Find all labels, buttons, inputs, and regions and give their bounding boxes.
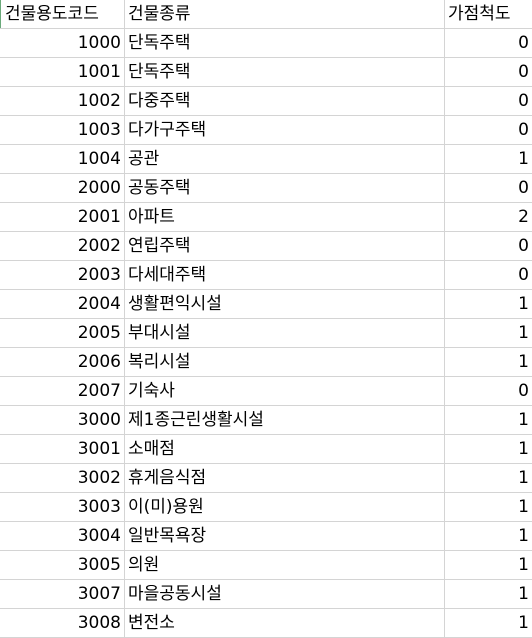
table-row: 1002 다중주택 0 [0,87,532,116]
cell-code[interactable]: 2003 [0,261,125,289]
table-row: 3007 마을공동시설 1 [0,580,532,609]
cell-type[interactable]: 생활편익시설 [125,290,445,318]
cell-type[interactable]: 단독주택 [125,29,445,57]
header-cell-score[interactable]: 가점척도 [448,4,511,24]
table-row: 2004 생활편익시설 1 [0,290,532,319]
cell-score[interactable]: 1 [518,352,529,372]
cell-type[interactable]: 제1종근린생활시설 [125,406,445,434]
cell-code[interactable]: 2007 [0,377,125,405]
cell-type[interactable]: 아파트 [125,203,445,231]
table-row: 1004 공관 1 [0,145,532,174]
cell-score[interactable]: 1 [518,410,529,430]
cell-code[interactable]: 3000 [0,406,125,434]
cell-type[interactable]: 기숙사 [125,377,445,405]
cell-score[interactable]: 1 [518,555,529,575]
cell-code[interactable]: 3008 [0,609,125,637]
cell-type[interactable]: 휴게음식점 [125,464,445,492]
cell-score[interactable]: 1 [518,613,529,633]
cell-code[interactable]: 3002 [0,464,125,492]
cell-score[interactable]: 0 [518,91,529,111]
cell-type[interactable]: 단독주택 [125,58,445,86]
cell-score[interactable]: 1 [518,468,529,488]
cell-type[interactable]: 다중주택 [125,87,445,115]
cell-type[interactable]: 복리시설 [125,348,445,376]
table-row: 1003 다가구주택 0 [0,116,532,145]
table-row: 1000 단독주택 0 [0,29,532,58]
cell-code[interactable]: 1001 [0,58,125,86]
cell-score[interactable]: 1 [518,526,529,546]
cell-score[interactable]: 1 [518,323,529,343]
cell-type[interactable]: 공관 [125,145,445,173]
header-row: 건물용도코드 건물종류 가점척도 [0,0,532,29]
table-row: 2002 연립주택 0 [0,232,532,261]
table-row: 3008 변전소 1 [0,609,532,638]
cell-code[interactable]: 2006 [0,348,125,376]
cell-type[interactable]: 공동주택 [125,174,445,202]
cell-code[interactable]: 3001 [0,435,125,463]
cell-type[interactable]: 다가구주택 [125,116,445,144]
cell-code[interactable]: 3007 [0,580,125,608]
header-cell-type[interactable]: 건물종류 [125,0,445,28]
table-row: 3004 일반목욕장 1 [0,522,532,551]
cell-code[interactable]: 1002 [0,87,125,115]
table-row: 2003 다세대주택 0 [0,261,532,290]
table-row: 3000 제1종근린생활시설 1 [0,406,532,435]
cell-code[interactable]: 2004 [0,290,125,318]
cell-score[interactable]: 0 [518,265,529,285]
cell-score[interactable]: 0 [518,178,529,198]
cell-score[interactable]: 0 [518,33,529,53]
table-row: 3002 휴게음식점 1 [0,464,532,493]
table-row: 3001 소매점 1 [0,435,532,464]
cell-type[interactable]: 다세대주택 [125,261,445,289]
cell-score[interactable]: 1 [518,584,529,604]
cell-type[interactable]: 부대시설 [125,319,445,347]
cell-code[interactable]: 2001 [0,203,125,231]
cell-type[interactable]: 일반목욕장 [125,522,445,550]
cell-type[interactable]: 마을공동시설 [125,580,445,608]
cell-code[interactable]: 2000 [0,174,125,202]
table-row: 2001 아파트 2 [0,203,532,232]
cell-score[interactable]: 0 [518,120,529,140]
cell-code[interactable]: 1004 [0,145,125,173]
header-cell-code[interactable]: 건물용도코드 [0,0,125,28]
table-row: 2000 공동주택 0 [0,174,532,203]
cell-type[interactable]: 변전소 [125,609,445,637]
table-row: 2006 복리시설 1 [0,348,532,377]
cell-type[interactable]: 의원 [125,551,445,579]
table-row: 2005 부대시설 1 [0,319,532,348]
table-row: 3005 의원 1 [0,551,532,580]
cell-code[interactable]: 3005 [0,551,125,579]
table-row: 1001 단독주택 0 [0,58,532,87]
cell-type[interactable]: 소매점 [125,435,445,463]
cell-score[interactable]: 1 [518,497,529,517]
table-row: 3003 이(미)용원 1 [0,493,532,522]
cell-type[interactable]: 연립주택 [125,232,445,260]
cell-code[interactable]: 3004 [0,522,125,550]
cell-code[interactable]: 1000 [0,29,125,57]
cell-code[interactable]: 3003 [0,493,125,521]
cell-code[interactable]: 2002 [0,232,125,260]
cell-code[interactable]: 2005 [0,319,125,347]
cell-score[interactable]: 1 [518,294,529,314]
cell-score[interactable]: 0 [518,62,529,82]
cell-code[interactable]: 1003 [0,116,125,144]
table-row: 2007 기숙사 0 [0,377,532,406]
cell-score[interactable]: 0 [518,381,529,401]
cell-type[interactable]: 이(미)용원 [125,493,445,521]
cell-score[interactable]: 2 [518,207,529,227]
cell-score[interactable]: 1 [518,439,529,459]
cell-score[interactable]: 0 [518,236,529,256]
cell-score[interactable]: 1 [518,149,529,169]
table-body: 1000 단독주택 0 1001 단독주택 0 1002 다중주택 0 1003 다가구주택 0 100… [0,29,532,638]
